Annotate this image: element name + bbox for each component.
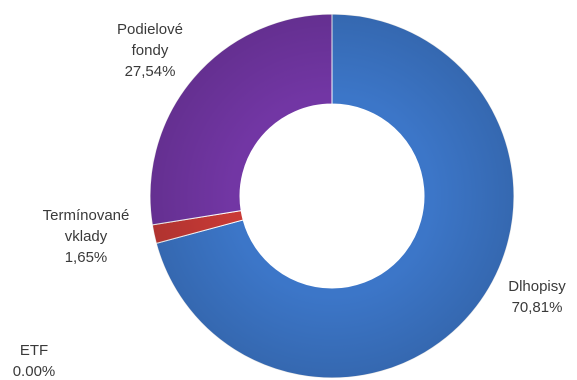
slice-label-line: 27,54% [125,63,176,80]
slice-label-line: Podielové [117,21,183,38]
slice-label-line: 1,65% [65,249,108,266]
slice-label-dlhopisy: Dlhopisy 70,81% [508,278,566,316]
slice-label-line: Termínované [43,207,130,224]
slice-label-line: vklady [65,228,108,245]
slice-label-line: Dlhopisy [508,278,566,295]
donut-hole [240,104,424,288]
slice-label-podielove-fondy: Podielové fondy 27,54% [117,21,183,80]
slice-label-terminovane-vklady: Termínované vklady 1,65% [43,207,130,266]
slice-label-line: 70,81% [512,299,563,316]
slice-label-etf: ETF 0.00% [13,342,56,380]
slice-label-line: 0.00% [13,363,56,380]
slice-label-line: ETF [20,342,48,359]
slice-label-line: fondy [132,42,169,59]
